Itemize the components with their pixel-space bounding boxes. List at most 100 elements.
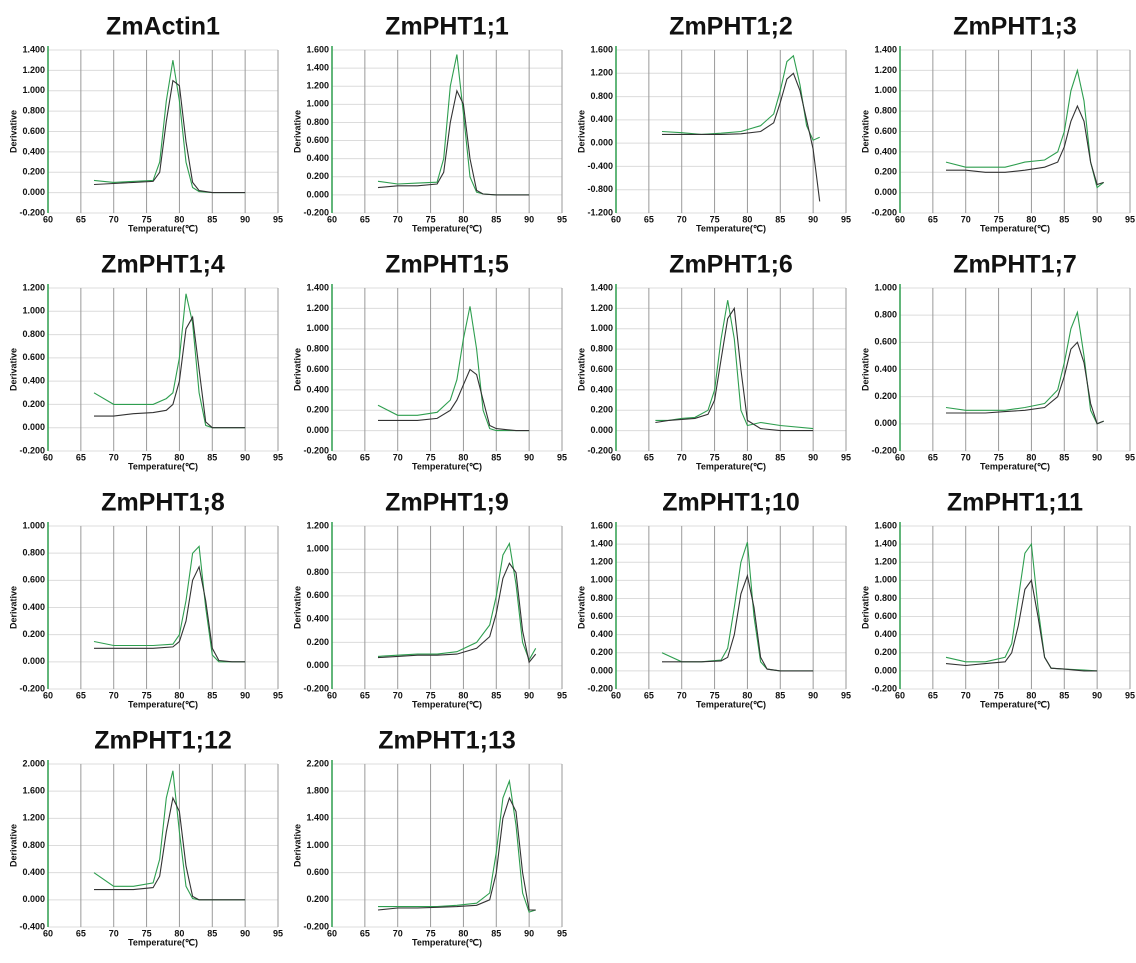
x-tick-label: 85 <box>775 452 785 462</box>
y-tick-label: 0.800 <box>306 567 329 577</box>
x-tick-label: 95 <box>557 928 567 938</box>
x-axis-label: Temperature(℃) <box>980 699 1050 709</box>
x-tick-label: 85 <box>1059 690 1069 700</box>
melt-curve <box>94 315 246 429</box>
x-tick-label: 90 <box>240 214 250 224</box>
chart: ZmPHT1;2 -1.200 -0.800 -0.400 0.000 0.400 0.80… <box>576 13 851 234</box>
x-tick-label: 60 <box>327 690 337 700</box>
x-tick-label: 60 <box>895 452 905 462</box>
chart: ZmPHT1;13 -0.200 0.200 0.600 1.000 1.400 1.800… <box>292 727 567 948</box>
x-tick-label: 70 <box>393 214 403 224</box>
y-tick-label: 0.400 <box>874 629 897 639</box>
y-tick-label: -0.200 <box>587 683 613 693</box>
x-tick-label: 60 <box>327 928 337 938</box>
x-tick-label: 75 <box>710 214 720 224</box>
x-tick-label: 95 <box>1125 452 1135 462</box>
y-tick-label: -0.200 <box>19 683 45 693</box>
y-axis-label: Derivative <box>576 348 586 391</box>
y-axis-label: Derivative <box>8 348 18 391</box>
x-tick-label: 65 <box>928 690 938 700</box>
x-tick-label: 95 <box>1125 214 1135 224</box>
y-tick-label: -0.200 <box>303 445 329 455</box>
y-tick-label: 0.800 <box>22 106 45 116</box>
x-tick-label: 85 <box>491 690 501 700</box>
x-tick-label: 60 <box>895 214 905 224</box>
y-tick-label: 0.200 <box>306 637 329 647</box>
y-tick-label: 0.800 <box>590 593 613 603</box>
x-tick-label: 95 <box>1125 690 1135 700</box>
x-tick-label: 70 <box>677 214 687 224</box>
x-tick-label: 95 <box>273 690 283 700</box>
x-tick-label: 90 <box>240 690 250 700</box>
x-tick-label: 90 <box>1092 214 1102 224</box>
x-tick-label: 75 <box>994 452 1004 462</box>
y-tick-label: -0.200 <box>303 921 329 931</box>
melt-curve <box>662 573 814 672</box>
x-tick-label: 75 <box>710 690 720 700</box>
y-tick-label: -0.200 <box>303 207 329 217</box>
chart-title: ZmPHT1;5 <box>385 251 509 279</box>
x-tick-label: 80 <box>174 690 184 700</box>
x-tick-label: 90 <box>524 690 534 700</box>
x-tick-label: 85 <box>207 214 217 224</box>
y-tick-label: 0.600 <box>306 867 329 877</box>
x-tick-label: 60 <box>327 214 337 224</box>
x-tick-label: 95 <box>557 452 567 462</box>
chart-title: ZmPHT1;6 <box>669 251 793 279</box>
y-tick-label: 0.400 <box>590 629 613 639</box>
y-tick-label: 0.000 <box>874 665 897 675</box>
y-tick-label: 0.200 <box>874 167 897 177</box>
y-tick-label: 0.000 <box>306 425 329 435</box>
chart-title: ZmPHT1;3 <box>953 13 1077 41</box>
y-tick-label: 1.000 <box>306 323 329 333</box>
x-tick-label: 70 <box>109 214 119 224</box>
y-tick-label: 1.400 <box>874 44 897 54</box>
y-tick-label: 1.200 <box>306 81 329 91</box>
x-tick-label: 70 <box>961 214 971 224</box>
x-tick-label: 80 <box>1026 214 1036 224</box>
y-tick-label: 0.000 <box>22 894 45 904</box>
chart-title: ZmPHT1;4 <box>101 251 225 279</box>
y-tick-label: 0.400 <box>306 384 329 394</box>
x-tick-label: 80 <box>174 452 184 462</box>
chart: ZmPHT1;12 -0.400 0.000 0.400 0.800 1.200 1.600… <box>8 727 283 948</box>
x-tick-label: 80 <box>742 452 752 462</box>
y-axis-label: Derivative <box>292 824 302 867</box>
y-axis-label: Derivative <box>576 110 586 153</box>
x-tick-label: 85 <box>207 452 217 462</box>
x-tick-label: 80 <box>1026 690 1036 700</box>
x-tick-label: 90 <box>808 690 818 700</box>
x-tick-label: 85 <box>775 214 785 224</box>
y-tick-label: 0.600 <box>22 352 45 362</box>
y-tick-label: 1.800 <box>306 786 329 796</box>
melt-curve <box>377 306 530 432</box>
x-tick-label: 75 <box>142 690 152 700</box>
y-tick-label: 0.800 <box>590 344 613 354</box>
x-tick-label: 80 <box>458 690 468 700</box>
x-tick-label: 65 <box>360 690 370 700</box>
y-tick-label: 0.600 <box>306 590 329 600</box>
melt-curve <box>946 341 1104 425</box>
x-tick-label: 95 <box>557 690 567 700</box>
y-tick-label: 1.600 <box>590 44 613 54</box>
y-tick-label: 0.000 <box>306 189 329 199</box>
x-tick-label: 65 <box>644 214 654 224</box>
x-tick-label: 90 <box>808 214 818 224</box>
x-axis-label: Temperature(℃) <box>128 937 198 947</box>
y-tick-label: 1.000 <box>22 306 45 316</box>
x-tick-label: 70 <box>393 452 403 462</box>
y-tick-label: 0.800 <box>306 344 329 354</box>
x-tick-label: 95 <box>841 214 851 224</box>
y-tick-label: 0.600 <box>590 611 613 621</box>
x-tick-label: 80 <box>458 452 468 462</box>
y-tick-label: 1.400 <box>22 44 45 54</box>
x-tick-label: 65 <box>360 928 370 938</box>
x-axis-label: Temperature(℃) <box>412 461 482 471</box>
y-tick-label: -0.200 <box>871 683 897 693</box>
y-tick-label: 0.800 <box>22 329 45 339</box>
y-axis-label: Derivative <box>576 586 586 629</box>
y-axis-label: Derivative <box>292 348 302 391</box>
melt-curve <box>377 796 536 911</box>
x-axis-label: Temperature(℃) <box>980 461 1050 471</box>
